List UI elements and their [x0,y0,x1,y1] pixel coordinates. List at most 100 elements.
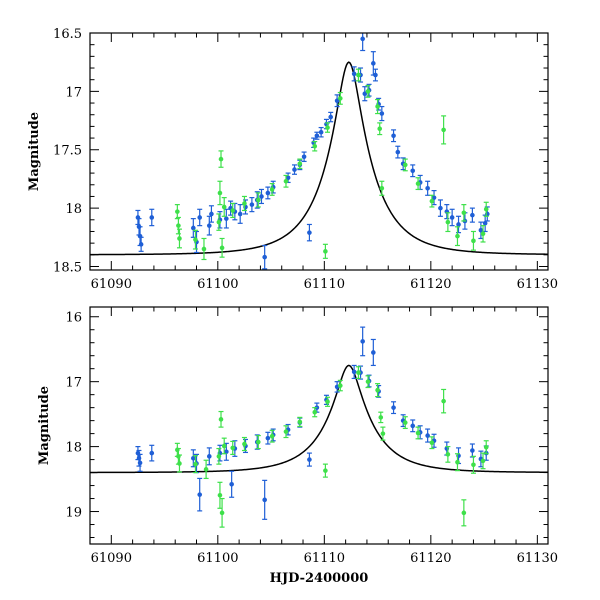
marker [265,190,271,196]
marker [365,379,371,384]
green-data-point [415,426,421,440]
y-axis-label: Magnitude [27,112,42,191]
marker [219,510,225,516]
green-data-point [480,452,486,470]
marker [356,72,361,78]
blue-data-point [328,111,334,123]
marker [380,431,386,436]
marker [149,215,155,220]
marker [323,468,328,473]
marker [441,127,446,133]
x-tick-label: 61100 [197,551,238,566]
green-data-point [445,212,451,233]
marker [242,441,247,447]
green-data-point [355,68,361,82]
marker [402,162,408,168]
blue-data-point [229,470,235,498]
green-data-point [375,98,381,115]
blue-data-point [370,338,376,367]
green-data-point [230,440,236,455]
blue-data-point [410,419,416,433]
blue-series [135,33,490,270]
marker [249,202,255,207]
marker [471,462,476,468]
marker [360,36,365,42]
x-tick-label: 61120 [410,277,451,292]
marker [449,215,455,220]
marker [441,398,446,404]
marker [229,481,234,487]
green-data-point [176,454,182,473]
blue-data-point [301,151,307,163]
x-tick-label: 61110 [304,277,345,292]
green-data-point [402,158,408,172]
model-curve [90,61,548,256]
marker [455,233,460,239]
marker [328,114,334,120]
marker [201,246,207,252]
y-tick-label: 19 [65,506,82,521]
blue-data-point [197,208,203,227]
marker [217,493,223,498]
green-data-point [355,366,361,380]
green-data-point [480,225,486,243]
blue-data-point [437,199,443,217]
blue-data-point [138,236,144,252]
green-data-point [365,84,371,98]
marker [455,459,460,465]
green-data-point [377,122,383,136]
blue-data-point [334,94,340,108]
x-axis-label: HJD-2400000 [270,571,369,586]
blue-data-point [456,215,462,234]
blue-data-point [351,364,357,380]
green-data-point [269,183,275,196]
green-data-point [192,229,198,250]
green-data-point [445,446,451,463]
green-data-point [337,91,343,105]
marker [379,185,385,191]
marker [379,111,385,116]
blue-data-point [449,208,455,227]
marker [431,195,437,200]
marker [362,91,368,97]
marker [438,205,443,211]
marker [425,433,430,438]
y-axis-label: Magnitude [37,386,52,465]
blue-data-point [391,401,397,415]
marker [415,181,421,186]
marker [191,455,196,461]
marker [283,178,289,184]
marker [193,237,198,242]
marker [378,415,384,420]
blue-data-point [362,86,368,102]
marker [377,126,383,132]
marker [351,71,357,77]
blue-data-point [351,66,357,82]
green-data-point [283,174,289,188]
model-curve [90,364,548,474]
marker [219,245,225,251]
marker [483,444,489,450]
marker [415,430,421,436]
marker [176,223,181,228]
green-data-point [219,497,225,528]
marker [480,231,486,237]
marker [224,216,229,221]
green-data-point [415,177,421,191]
marker [175,209,180,214]
blue-data-point [149,208,155,227]
marker [177,236,182,241]
blue-data-point [249,197,255,213]
marker [218,417,224,422]
green-data-point [269,429,275,443]
green-data-point [470,230,476,251]
green-data-point [283,425,289,439]
blue-data-point [306,452,312,467]
blue-data-point [379,105,385,122]
marker [356,370,361,375]
y-tick-label: 18.5 [53,260,82,275]
marker [478,228,484,233]
green-data-point [241,195,247,212]
marker [338,383,343,388]
blue-data-point [314,131,320,140]
